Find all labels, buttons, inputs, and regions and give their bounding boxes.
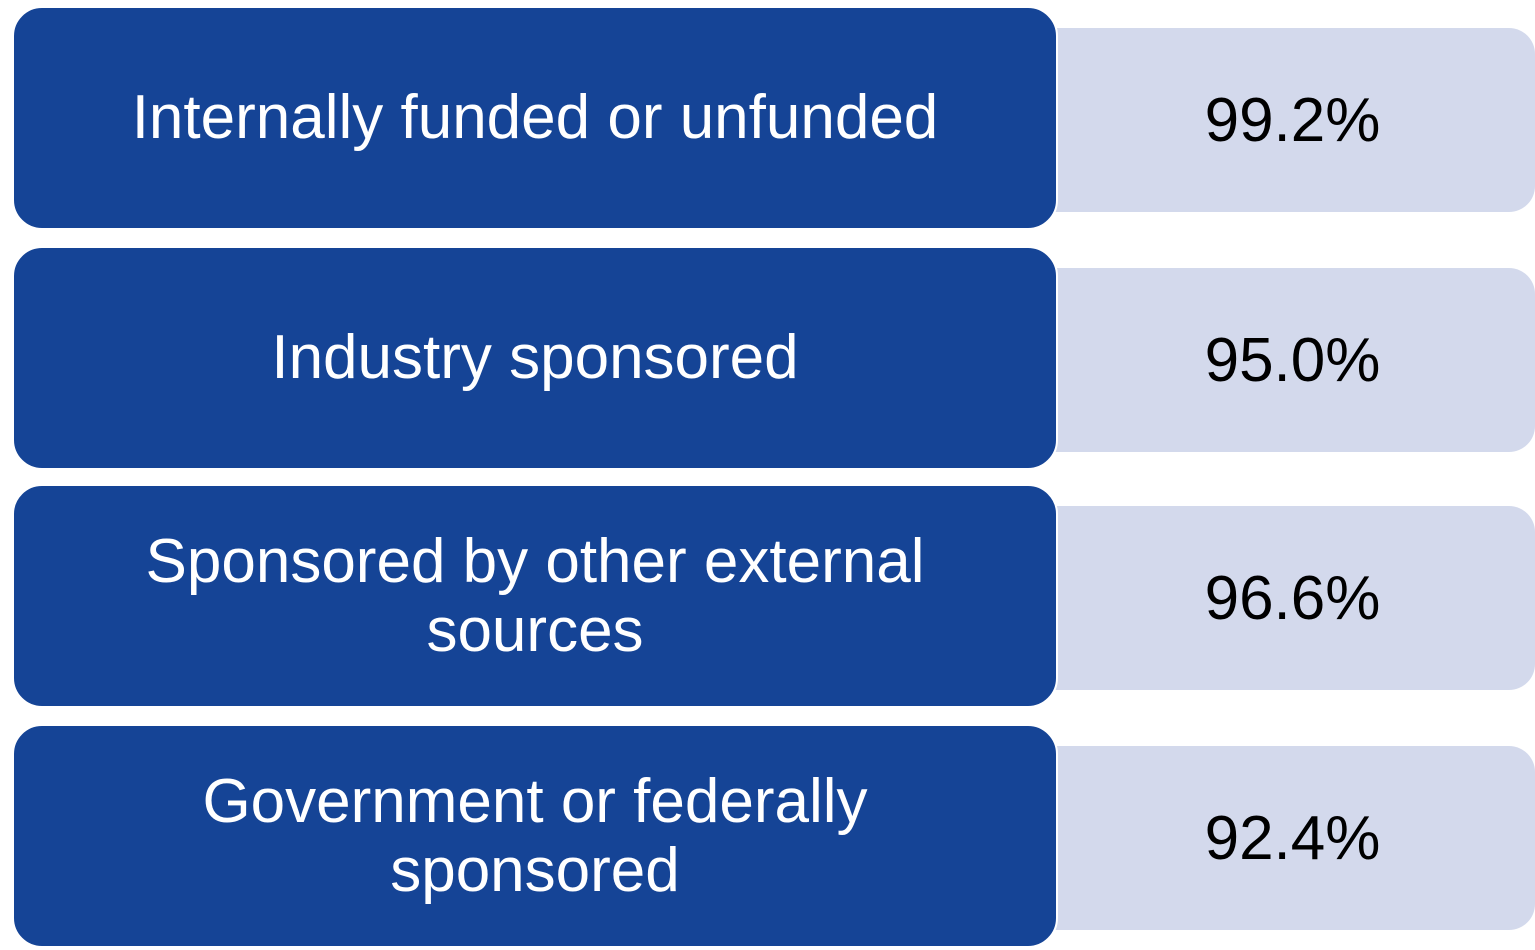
value-text: 92.4% bbox=[1204, 803, 1381, 873]
label-text: Government or federally sponsored bbox=[202, 766, 868, 905]
label-text: Industry sponsored bbox=[271, 323, 799, 393]
list-item: 92.4% Government or federally sponsored bbox=[0, 724, 1535, 950]
value-text: 99.2% bbox=[1204, 85, 1381, 155]
list-item: 96.6% Sponsored by other external sources bbox=[0, 484, 1535, 710]
label-box: Government or federally sponsored bbox=[12, 724, 1058, 948]
value-text: 95.0% bbox=[1204, 325, 1381, 395]
list-item: 95.0% Industry sponsored bbox=[0, 246, 1535, 472]
value-box: 96.6% bbox=[1030, 506, 1535, 690]
value-box: 92.4% bbox=[1030, 746, 1535, 930]
value-text: 96.6% bbox=[1204, 563, 1381, 633]
label-box: Industry sponsored bbox=[12, 246, 1058, 470]
label-box: Sponsored by other external sources bbox=[12, 484, 1058, 708]
label-box: Internally funded or unfunded bbox=[12, 6, 1058, 230]
label-text: Sponsored by other external sources bbox=[145, 526, 925, 665]
value-box: 95.0% bbox=[1030, 268, 1535, 452]
value-box: 99.2% bbox=[1030, 28, 1535, 212]
label-text: Internally funded or unfunded bbox=[131, 83, 939, 153]
list-item: 99.2% Internally funded or unfunded bbox=[0, 6, 1535, 232]
